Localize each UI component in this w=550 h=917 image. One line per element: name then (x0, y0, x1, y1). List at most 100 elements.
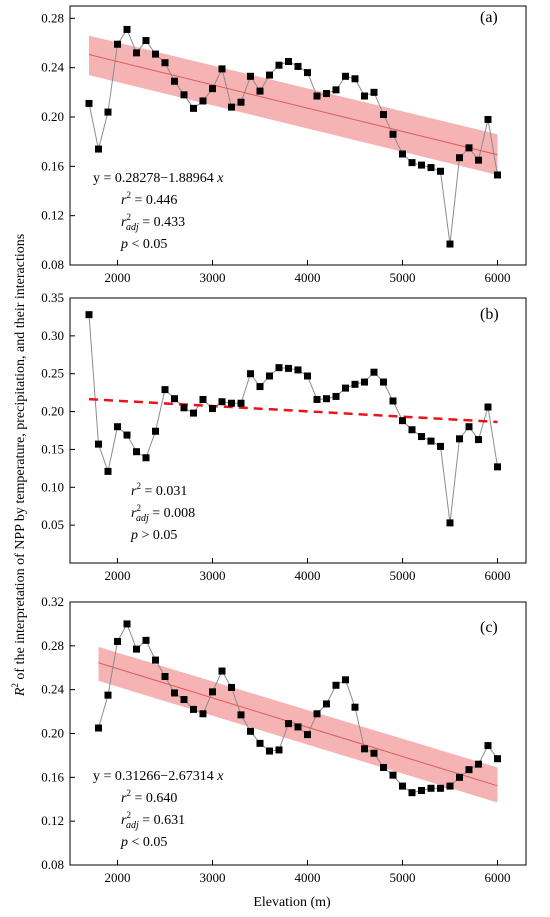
r-squared-adj-sup-c: 2 (126, 810, 131, 820)
data-point-c (133, 645, 140, 653)
p-symbol-b: p (130, 528, 138, 543)
data-point-c (237, 711, 245, 719)
x-tick-label-c: 2000 (105, 870, 131, 885)
data-point-b (494, 463, 501, 471)
data-point-b (228, 399, 235, 407)
data-point-a (247, 72, 254, 80)
data-point-b (104, 467, 112, 475)
x-tick-label-b: 5000 (390, 568, 416, 583)
panel-label-c: (c) (480, 619, 498, 636)
data-point-a (465, 144, 473, 152)
data-point-a (361, 92, 368, 100)
data-point-a (313, 92, 321, 100)
data-point-a (437, 167, 444, 175)
data-point-b (313, 395, 321, 403)
r-squared-a: r2 = 0.446 (121, 190, 177, 208)
data-point-c (209, 688, 216, 696)
confidence-band-a (89, 35, 498, 175)
p-value-a: p < 0.05 (120, 237, 167, 252)
data-point-b (380, 378, 387, 386)
data-point-b (456, 435, 463, 443)
data-point-c (389, 771, 397, 779)
y-tick-label-b: 0.05 (41, 517, 64, 532)
data-point-c (437, 784, 444, 792)
data-point-b (418, 433, 425, 441)
data-point-b (171, 395, 178, 403)
data-point-c (323, 700, 330, 708)
r-squared-symbol-c: r (121, 791, 127, 806)
p-value-text-a: < 0.05 (128, 237, 167, 252)
y-tick-label-a: 0.20 (41, 109, 64, 124)
r-squared-adj-b: r2 adj = 0.008 (131, 503, 195, 524)
r-squared-adj-value-b: = 0.008 (149, 506, 195, 521)
y-axis-title: R2 of the interpretation of NPP by tempe… (10, 234, 28, 697)
x-tick-label-a: 4000 (295, 270, 321, 285)
data-point-b (142, 454, 150, 462)
r-squared-symbol-a: r (121, 193, 127, 208)
data-point-b (133, 448, 140, 456)
data-point-c (465, 766, 473, 774)
data-point-c (332, 681, 340, 689)
y-tick-label-c: 0.28 (41, 638, 64, 653)
y-tick-label-b: 0.25 (41, 366, 64, 381)
y-tick-label-a: 0.16 (41, 158, 64, 173)
y-tick-label-c: 0.32 (41, 594, 64, 609)
data-point-c (294, 723, 302, 731)
data-point-b (123, 431, 131, 439)
data-point-b (408, 426, 416, 434)
data-point-a (380, 111, 387, 119)
data-point-a (171, 77, 178, 85)
equation-variable-a: x (216, 171, 224, 186)
data-point-c (484, 742, 492, 750)
data-point-c (446, 782, 454, 790)
data-point-c (342, 676, 349, 684)
y-tick-label-b: 0.10 (41, 479, 64, 494)
y-tick-label-b: 0.35 (41, 290, 64, 305)
data-point-a (275, 61, 283, 69)
data-point-b (304, 372, 311, 380)
data-point-a (209, 85, 216, 93)
x-tick-label-c: 6000 (485, 870, 511, 885)
r-squared-value-c: = 0.640 (131, 791, 177, 806)
data-point-c (218, 667, 226, 675)
y-tick-label-c: 0.24 (41, 682, 64, 697)
data-point-b (180, 404, 188, 412)
data-point-c (370, 749, 378, 757)
plot-frame-b (69, 297, 527, 564)
data-point-c (104, 691, 112, 699)
r-squared-adj-c: r2 adj = 0.631 (121, 810, 185, 831)
data-point-c (95, 724, 102, 732)
y-axis-title-rest: of the interpretation of NPP by temperat… (13, 234, 28, 683)
data-point-c (152, 656, 159, 664)
data-point-a (104, 108, 112, 116)
r-squared-adj-sub-a: adj (126, 222, 139, 233)
data-point-a (370, 88, 378, 96)
data-point-c (285, 720, 292, 728)
data-point-c (171, 689, 178, 697)
data-point-b (351, 380, 359, 388)
y-tick-label-b: 0.30 (41, 328, 64, 343)
data-point-c (142, 636, 150, 644)
data-point-a (323, 90, 330, 98)
p-value-text-c: < 0.05 (128, 835, 167, 850)
y-tick-label-c: 0.12 (41, 813, 64, 828)
data-point-c (190, 705, 197, 713)
y-tick-label-c: 0.20 (41, 726, 64, 741)
x-tick-label-b: 6000 (485, 568, 511, 583)
equation-variable-c: x (216, 769, 224, 784)
y-tick-label-a: 0.24 (41, 60, 64, 75)
data-point-b (475, 436, 482, 444)
data-point-a (351, 75, 359, 83)
data-point-b (399, 417, 406, 425)
r-squared-adj-value-a: = 0.433 (139, 215, 185, 230)
plot-frame-a (69, 5, 527, 266)
r-squared-sup-c: 2 (126, 788, 131, 798)
x-tick-label-b: 2000 (105, 568, 131, 583)
data-point-c (256, 739, 264, 747)
r-squared-c: r2 = 0.640 (121, 788, 177, 806)
data-point-c (418, 786, 425, 794)
y-axis-title-sup: 2 (10, 683, 20, 688)
data-point-c (199, 710, 207, 718)
r-squared-adj-sup-a: 2 (126, 212, 131, 222)
data-point-b (446, 519, 454, 527)
